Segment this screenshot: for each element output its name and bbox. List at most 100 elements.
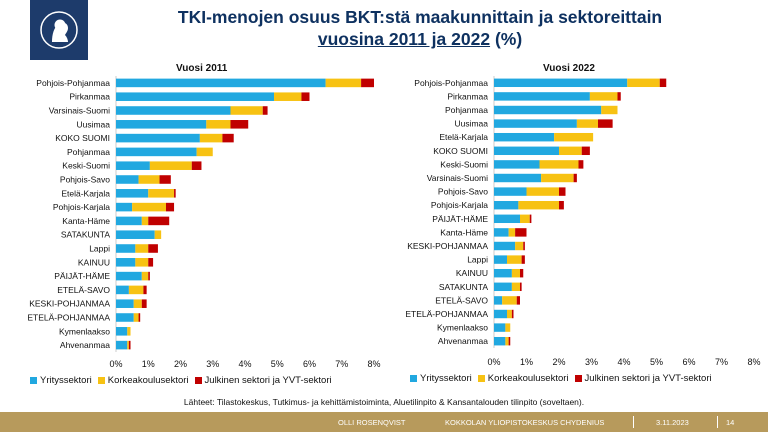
- x-tick-label: 1%: [142, 359, 155, 369]
- bar-segment-korkea: [589, 92, 618, 101]
- bar-segment-korkea: [141, 271, 149, 281]
- x-tick-label: 2%: [174, 359, 187, 369]
- x-tick-label: 7%: [715, 357, 728, 367]
- category-label: Pohjois-Pohjanmaa: [414, 78, 488, 88]
- bar-segment-korkea: [128, 285, 144, 295]
- category-label: Uusimaa: [76, 119, 110, 129]
- bar-segment-korkea: [196, 147, 213, 157]
- legend-swatch-yritys: [410, 375, 417, 382]
- x-tick-label: 3%: [585, 357, 598, 367]
- bar-segment-yritys: [116, 147, 197, 157]
- bar-segment-korkea: [230, 106, 263, 115]
- bar-segment-korkea: [505, 336, 509, 346]
- bar-segment-korkea: [507, 309, 512, 319]
- bar-segment-yritys: [494, 296, 503, 305]
- bar-segment-julkinen: [617, 92, 621, 101]
- bar-segment-julkinen: [148, 244, 158, 253]
- bar-segment-korkea: [515, 241, 524, 251]
- category-label: Lappi: [467, 255, 488, 265]
- bar-segment-julkinen: [148, 258, 154, 267]
- category-label: Ahvenanmaa: [60, 340, 110, 350]
- bar-segment-yritys: [494, 228, 509, 237]
- bar-segment-yritys: [494, 200, 519, 210]
- bar-segment-korkea: [149, 161, 192, 170]
- category-label: ETELÄ-POHJANMAA: [27, 313, 110, 323]
- category-label: Pohjois-Karjala: [431, 200, 488, 210]
- bar-segment-korkea: [154, 230, 162, 239]
- bar-segment-julkinen: [138, 313, 141, 322]
- x-tick-label: 5%: [650, 357, 663, 367]
- legend-2011: Yrityssektori Korkeakoulusektori Julkine…: [24, 375, 332, 386]
- bar-segment-julkinen: [578, 160, 584, 169]
- bar-segment-julkinen: [529, 214, 532, 224]
- footer-divider: [633, 416, 634, 428]
- category-label: PÄIJÄT-HÄME: [54, 271, 110, 281]
- title-unit: (%): [494, 29, 523, 49]
- category-label: ETELÄ-SAVO: [435, 295, 488, 305]
- title-line-1: TKI-menojen osuus BKT:stä maakunnittain …: [177, 7, 663, 27]
- category-label: KESKI-POHJANMAA: [407, 241, 488, 251]
- footer-date: 3.11.2023: [656, 418, 689, 427]
- bar-segment-yritys: [116, 271, 142, 281]
- bar-segment-yritys: [494, 160, 540, 169]
- bar-segment-julkinen: [508, 336, 511, 346]
- chart-2022-title: Vuosi 2022: [543, 63, 595, 74]
- bar-segment-yritys: [116, 327, 128, 336]
- bar-segment-korkea: [559, 146, 582, 156]
- bar-segment-yritys: [494, 173, 542, 183]
- legend-2022: Yrityssektori Korkeakoulusektori Julkine…: [404, 373, 712, 384]
- category-label: Pirkanmaa: [447, 91, 488, 101]
- bar-segment-julkinen: [598, 119, 613, 128]
- bar-segment-yritys: [494, 309, 507, 319]
- x-tick-label: 8%: [747, 357, 760, 367]
- bar-segment-julkinen: [516, 296, 520, 305]
- category-label: ETELÄ-SAVO: [57, 285, 110, 295]
- bar-segment-korkea: [520, 214, 530, 224]
- bar-segment-julkinen: [559, 200, 564, 210]
- bar-segment-yritys: [116, 285, 129, 295]
- category-label: Pohjois-Karjala: [53, 202, 110, 212]
- x-tick-label: 0%: [109, 359, 122, 369]
- bar-segment-julkinen: [128, 340, 131, 350]
- bar-segment-korkea: [133, 313, 139, 322]
- category-label: Keski-Suomi: [62, 161, 110, 171]
- bar-segment-korkea: [539, 160, 579, 169]
- bar-segment-yritys: [494, 119, 577, 128]
- bar-segment-julkinen: [230, 120, 249, 129]
- bar-segment-yritys: [116, 175, 139, 184]
- bar-segment-yritys: [494, 268, 512, 278]
- bar-segment-korkea: [325, 78, 362, 88]
- bar-segment-julkinen: [515, 228, 527, 237]
- category-label: Kanta-Häme: [62, 216, 110, 226]
- x-tick-label: 7%: [335, 359, 348, 369]
- university-logo: [30, 0, 88, 60]
- category-label: ETELÄ-POHJANMAA: [405, 309, 488, 319]
- category-label: Varsinais-Suomi: [49, 106, 110, 116]
- legend-swatch-korkea: [477, 375, 485, 382]
- category-label: KAINUU: [456, 268, 488, 278]
- legend-swatch-julkinen: [194, 377, 202, 384]
- bar-segment-korkea: [518, 200, 559, 210]
- bar-segment-julkinen: [262, 106, 268, 115]
- category-label: SATAKUNTA: [61, 230, 110, 240]
- bar-segment-korkea: [132, 202, 166, 212]
- category-label: KOKO SUOMI: [433, 146, 488, 156]
- bar-segment-julkinen: [581, 146, 590, 156]
- category-label: Pohjanmaa: [67, 147, 110, 157]
- bar-segment-korkea: [133, 299, 142, 308]
- bar-segment-julkinen: [165, 202, 175, 212]
- bar-segment-julkinen: [520, 268, 524, 278]
- category-label: Etelä-Karjala: [61, 188, 110, 198]
- bar-segment-yritys: [494, 132, 555, 142]
- bar-segment-yritys: [116, 216, 142, 226]
- category-label: Pohjois-Savo: [60, 175, 110, 185]
- bar-segment-julkinen: [191, 161, 202, 170]
- bar-segment-julkinen: [148, 271, 150, 281]
- bar-segment-julkinen: [301, 92, 310, 101]
- category-label: PÄIJÄT-HÄME: [432, 214, 488, 224]
- legend-label-yritys: Yrityssektori: [40, 375, 92, 386]
- bar-segment-korkea: [541, 173, 574, 183]
- category-label: Pirkanmaa: [69, 92, 110, 102]
- x-tick-label: 6%: [682, 357, 695, 367]
- bar-segment-julkinen: [521, 255, 525, 264]
